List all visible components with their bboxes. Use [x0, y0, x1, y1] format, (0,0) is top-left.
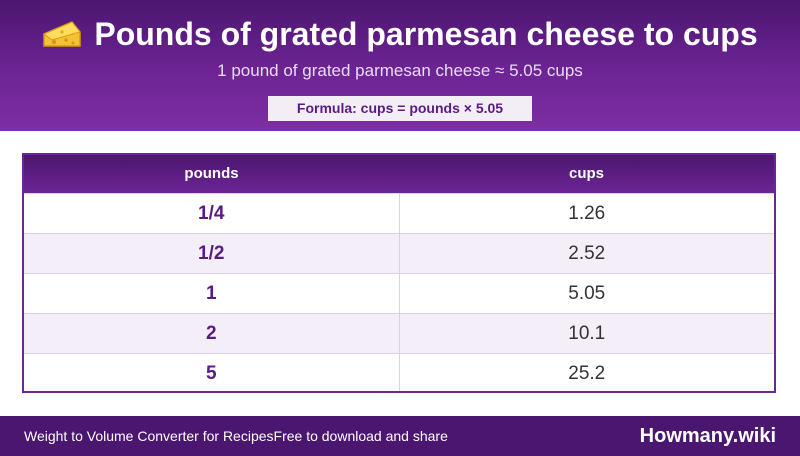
page-title: Pounds of grated parmesan cheese to cups: [0, 14, 800, 54]
footer-bar: Weight to Volume Converter for RecipesFr…: [0, 416, 800, 456]
pounds-cell: 5: [24, 354, 400, 391]
title-text: Pounds of grated parmesan cheese to cups: [94, 16, 758, 52]
header-banner: Pounds of grated parmesan cheese to cups…: [0, 0, 800, 131]
pounds-cell: 1/4: [24, 194, 400, 233]
converter-link[interactable]: Weight to Volume Converter for Recipes: [24, 428, 274, 444]
cups-cell: 1.26: [568, 203, 606, 224]
brand-logo[interactable]: Howmany.wiki: [639, 425, 776, 447]
formula-box: Formula: cups = pounds × 5.05: [268, 96, 532, 121]
conversion-table: pounds cups 1/4 1.26 1/2 2.52 1 5.05 2 1…: [22, 153, 776, 393]
table-body: 1/4 1.26 1/2 2.52 1 5.05 2 10.1 5 25.2: [24, 193, 774, 391]
footer-left: Weight to Volume Converter for RecipesFr…: [24, 416, 448, 456]
table-row: 2 10.1: [24, 313, 774, 353]
footer-tagline: Free to download and share: [273, 428, 448, 444]
cheese-icon: [43, 21, 82, 47]
table-row: 5 25.2: [24, 353, 774, 391]
cups-cell: 2.52: [568, 243, 606, 264]
cups-cell: 5.05: [568, 283, 606, 304]
table-header: pounds cups: [24, 155, 774, 193]
pounds-cell: 1/2: [24, 234, 400, 273]
cups-cell: 25.2: [568, 363, 606, 384]
pounds-cell: 1: [24, 274, 400, 313]
pounds-cell: 2: [24, 314, 400, 353]
subtitle: 1 pound of grated parmesan cheese ≈ 5.05…: [217, 61, 583, 80]
table-row: 1/4 1.26: [24, 193, 774, 233]
column-header-cups: cups: [568, 165, 604, 182]
table-row: 1 5.05: [24, 273, 774, 313]
column-header-pounds: pounds: [184, 165, 239, 182]
table-row: 1/2 2.52: [24, 233, 774, 273]
cups-cell: 10.1: [568, 323, 606, 344]
